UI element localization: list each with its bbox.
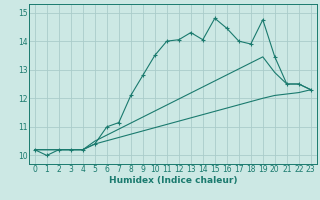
- X-axis label: Humidex (Indice chaleur): Humidex (Indice chaleur): [108, 176, 237, 185]
